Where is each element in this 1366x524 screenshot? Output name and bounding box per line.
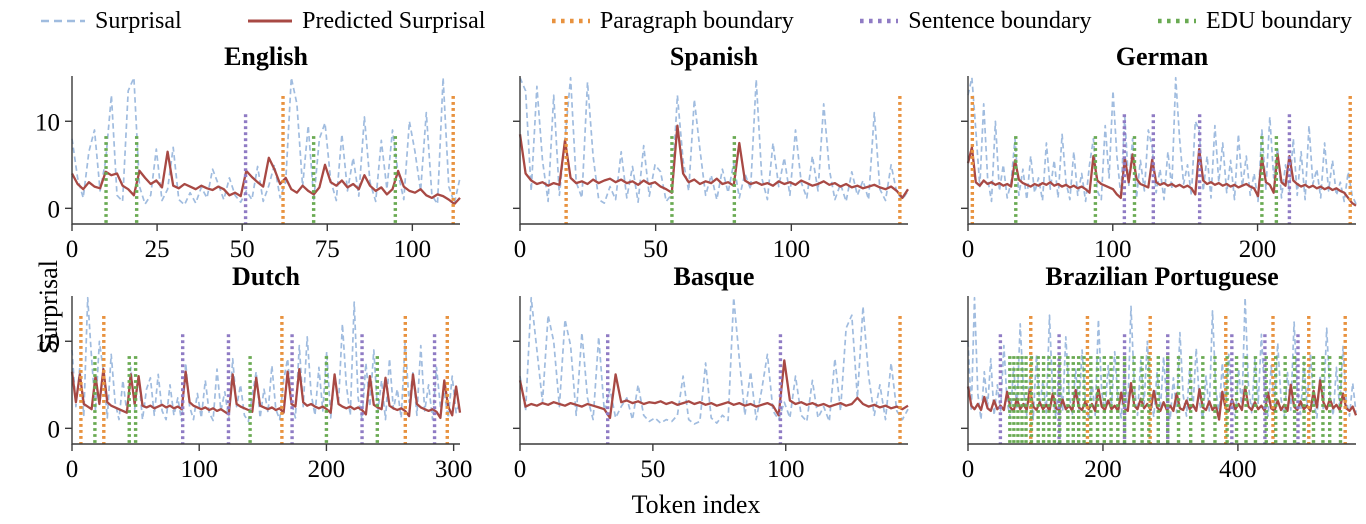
dotted-line-icon bbox=[860, 18, 899, 24]
axis-spines bbox=[967, 76, 1356, 225]
subplot-title: Dutch bbox=[232, 262, 300, 291]
subplot-basque: Basque 0 50 100 bbox=[474, 262, 914, 483]
x-tick-label: 300 bbox=[435, 456, 473, 483]
legend-item-edu-boundary: EDU boundary bbox=[1157, 8, 1352, 35]
subplot-title: German bbox=[1115, 42, 1209, 71]
x-tick-label: 0 bbox=[66, 236, 79, 263]
dotted-line-icon bbox=[1158, 18, 1196, 24]
x-tick-label: 100 bbox=[394, 236, 432, 263]
subplot-grid: English 0 10 0 25 50 75 100 Spanish 0 50 100 Ger… bbox=[26, 42, 1362, 483]
y-tick-label: 0 bbox=[48, 196, 61, 223]
subplot-spanish: Spanish 0 50 100 bbox=[474, 42, 914, 263]
line-chart-spanish: 0 50 100 bbox=[513, 76, 909, 263]
y-tick-label: 0 bbox=[48, 416, 61, 443]
y-tick-label: 10 bbox=[35, 109, 60, 136]
x-tick-label: 75 bbox=[315, 236, 340, 263]
predicted-line bbox=[518, 124, 909, 200]
y-axis-label: Surprisal bbox=[34, 260, 63, 354]
predicted-line bbox=[70, 367, 462, 420]
line-chart-german: 0 100 200 bbox=[961, 76, 1357, 263]
y-tick-label: 10 bbox=[35, 329, 60, 356]
subplot-dutch: Dutch 0 10 0 100 200 300 bbox=[26, 262, 472, 483]
legend-item-surprisal: Surprisal bbox=[40, 8, 182, 35]
axis-spines bbox=[71, 76, 460, 225]
x-tick-label: 100 bbox=[767, 456, 805, 483]
dashed-line-icon bbox=[41, 19, 85, 23]
legend-label: Predicted Surprisal bbox=[302, 7, 486, 34]
x-tick-label: 0 bbox=[962, 236, 975, 263]
x-tick-label: 50 bbox=[640, 456, 665, 483]
predicted-line bbox=[518, 359, 909, 420]
dotted-line-icon bbox=[551, 18, 590, 24]
x-tick-label: 100 bbox=[180, 456, 218, 483]
legend-label: Paragraph boundary bbox=[599, 7, 794, 34]
surprisal-line bbox=[519, 76, 909, 204]
subplot-title: English bbox=[224, 42, 308, 71]
line-chart-basque: 0 50 100 bbox=[513, 296, 909, 483]
solid-line-icon bbox=[248, 19, 293, 23]
x-tick-label: 25 bbox=[145, 236, 170, 263]
line-chart-brazilian-portuguese: 0 200 400 bbox=[961, 296, 1358, 483]
x-tick-label: 0 bbox=[962, 456, 975, 483]
x-tick-label: 200 bbox=[308, 456, 346, 483]
subplot-english: English 0 10 0 25 50 75 100 bbox=[26, 42, 466, 263]
x-tick-label: 100 bbox=[1094, 236, 1132, 263]
x-tick-label: 200 bbox=[1239, 236, 1277, 263]
legend-item-sentence-boundary: Sentence boundary bbox=[859, 7, 1092, 35]
subplot-brazilian-portuguese: Brazilian Portuguese 0 200 400 bbox=[922, 262, 1362, 483]
axis-spines bbox=[519, 76, 908, 225]
x-tick-label: 50 bbox=[230, 236, 255, 263]
subplot-title: Basque bbox=[673, 262, 755, 291]
legend-label: Surprisal bbox=[95, 7, 182, 34]
x-tick-label: 0 bbox=[514, 236, 527, 263]
x-tick-label: 50 bbox=[643, 236, 668, 263]
legend-item-predicted-surprisal: Predicted Surprisal bbox=[247, 8, 485, 35]
subplot-german: German 0 100 200 bbox=[922, 42, 1362, 263]
surprisal-line bbox=[71, 76, 461, 206]
x-tick-label: 100 bbox=[773, 236, 811, 263]
x-tick-label: 0 bbox=[66, 456, 79, 483]
x-tick-label: 200 bbox=[1084, 456, 1122, 483]
figure-legend: Surprisal Predicted Surprisal Paragraph … bbox=[40, 4, 1352, 38]
legend-item-paragraph-boundary: Paragraph boundary bbox=[551, 8, 794, 35]
subplot-title: Brazilian Portuguese bbox=[1045, 262, 1279, 291]
predicted-line bbox=[966, 379, 1358, 421]
legend-label: EDU boundary bbox=[1206, 7, 1352, 34]
surprisal-line bbox=[519, 296, 909, 425]
x-tick-label: 0 bbox=[514, 456, 527, 483]
x-axis-label: Token index bbox=[631, 490, 761, 519]
subplot-title: Spanish bbox=[669, 42, 759, 71]
predicted-line bbox=[966, 146, 1357, 207]
surprisal-line bbox=[71, 296, 461, 423]
x-tick-label: 400 bbox=[1219, 456, 1257, 483]
predicted-line bbox=[70, 150, 461, 206]
legend-label: Sentence boundary bbox=[908, 7, 1092, 34]
